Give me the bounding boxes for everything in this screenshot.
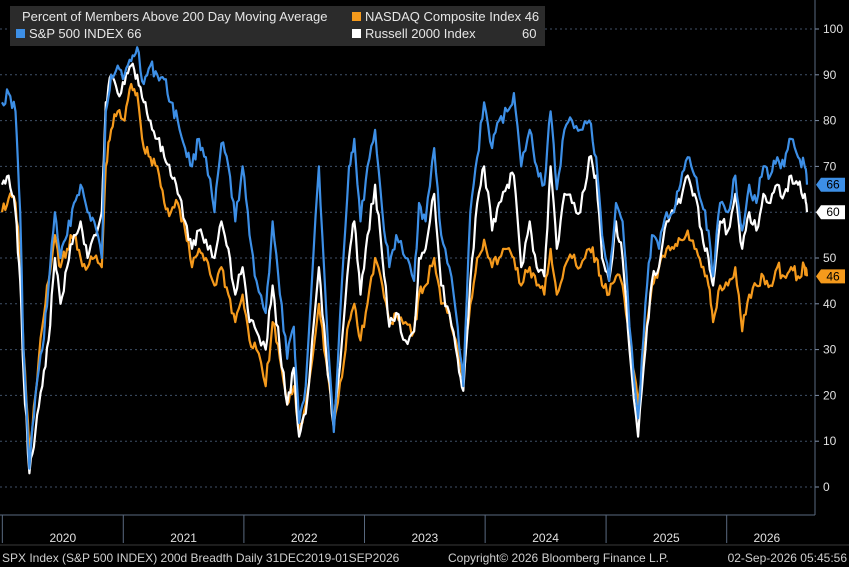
legend: Percent of Members Above 200 Day Moving … (10, 6, 545, 46)
legend-entry-sp500: S&P 500 INDEX 66 (16, 26, 142, 41)
last-value-tag-bg-0 (816, 177, 845, 192)
last-value-tag-1: 46 (816, 269, 845, 284)
x-tick-label-2023: 2023 (411, 531, 438, 545)
series-line-russell-2000-index (0, 62, 809, 475)
x-tick-label-2025: 2025 (653, 531, 680, 545)
x-tick-label-2024: 2024 (532, 531, 559, 545)
y-tick-label-90: 90 (823, 68, 837, 82)
y-tick-label-10: 10 (823, 434, 837, 448)
y-tick-label-100: 100 (823, 22, 843, 36)
y-tick-label-40: 40 (823, 297, 837, 311)
last-value-tag-bg-1 (816, 269, 845, 284)
legend-entry-nasdaq: NASDAQ Composite Index 46 (352, 9, 539, 24)
legend-value-nasdaq: 46 (524, 9, 540, 24)
legend-label-nasdaq: NASDAQ Composite Index (365, 9, 522, 24)
x-tick-label-2026: 2026 (753, 531, 780, 545)
x-tick-label-2022: 2022 (291, 531, 318, 545)
series-line-s-p-500-index (1, 46, 809, 470)
y-tick-label-50: 50 (823, 251, 837, 265)
footer-copyright: Copyright© 2026 Bloomberg Finance L.P. (448, 551, 669, 565)
last-value-tag-label-1: 46 (826, 269, 840, 283)
last-value-tag-bg-2 (816, 205, 845, 220)
series-lines (0, 46, 809, 475)
legend-entry-russell: Russell 2000 Index 60 (352, 26, 536, 41)
legend-value-sp500: 66 (127, 26, 142, 41)
legend-label-russell: Russell 2000 Index (365, 26, 476, 41)
y-axis: 0 10 20 30 40 50 60 70 80 90 100 (814, 0, 843, 515)
y-tick-label-20: 20 (823, 388, 837, 402)
legend-value-russell: 60 (522, 26, 537, 41)
x-tick-label-2020: 2020 (49, 531, 76, 545)
legend-label-sp500: S&P 500 INDEX (29, 26, 124, 41)
legend-swatch-russell (352, 29, 361, 38)
y-tick-label-0: 0 (823, 480, 830, 494)
y-tick-label-30: 30 (823, 343, 837, 357)
last-value-tag-2: 60 (816, 205, 845, 220)
legend-swatch-nasdaq (352, 12, 361, 21)
legend-swatch-sp500 (16, 29, 25, 38)
x-axis: 2020 2021 2022 2023 2024 2025 2026 (0, 514, 849, 546)
last-value-tag-0: 66 (816, 177, 845, 192)
last-value-tag-label-2: 60 (826, 205, 840, 219)
last-value-tag-label-0: 66 (826, 178, 840, 192)
chart-title: Percent of Members Above 200 Day Moving … (22, 9, 328, 24)
y-tick-label-70: 70 (823, 159, 837, 173)
footer-source: SPX Index (S&P 500 INDEX) 200d Breadth D… (2, 551, 400, 565)
footer-timestamp: 02-Sep-2026 05:45:56 (727, 551, 847, 565)
last-value-tags: 66 46 60 (816, 177, 845, 284)
y-tick-label-80: 80 (823, 114, 837, 128)
x-tick-label-2021: 2021 (170, 531, 197, 545)
